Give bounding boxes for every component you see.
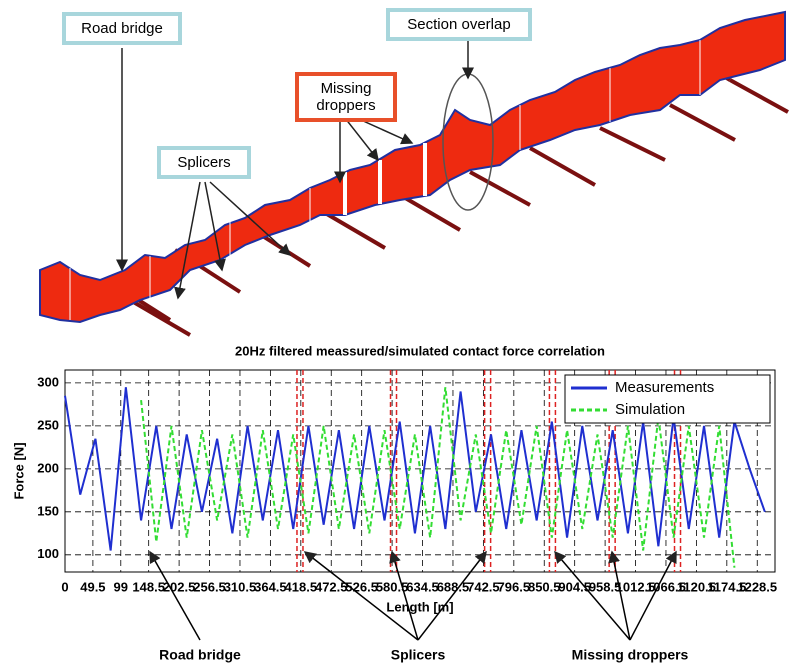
x-tick-label: 148.5 bbox=[132, 579, 165, 594]
x-tick-label: 958.5 bbox=[589, 579, 622, 594]
x-tick-label: 472.5 bbox=[315, 579, 348, 594]
x-tick-label: 742.5 bbox=[467, 579, 500, 594]
x-tick-label: 0 bbox=[61, 579, 68, 594]
label-section-overlap: Section overlap bbox=[386, 8, 532, 41]
annotation-arrow bbox=[608, 550, 631, 641]
x-tick-label: 1174.5 bbox=[707, 579, 746, 594]
x-tick-label: 418.5 bbox=[285, 579, 318, 594]
legend-label: Measurements bbox=[615, 379, 714, 396]
x-tick-label: 904.5 bbox=[558, 579, 591, 594]
annotation: Splicers bbox=[391, 647, 446, 663]
annotation-arrow bbox=[629, 550, 677, 641]
annotation-arrow bbox=[389, 550, 419, 641]
x-tick-label: 796.5 bbox=[498, 579, 531, 594]
annotation-arrow bbox=[149, 550, 201, 641]
x-tick-label: 99 bbox=[114, 579, 128, 594]
annotation: Road bridge bbox=[159, 647, 241, 663]
annotation-arrow bbox=[303, 551, 419, 641]
x-tick-label: 580.5 bbox=[376, 579, 409, 594]
series-line bbox=[140, 387, 736, 568]
series-line bbox=[64, 387, 766, 551]
x-tick-label: 310.5 bbox=[224, 579, 257, 594]
x-tick-label: 688.5 bbox=[437, 579, 470, 594]
x-tick-label: 1228.5 bbox=[737, 579, 777, 594]
x-tick-label: 1120.5 bbox=[677, 579, 716, 594]
annotation-arrow bbox=[417, 550, 487, 641]
label-missing-droppers: Missing droppers bbox=[295, 72, 397, 122]
y-tick-label: 250 bbox=[37, 417, 59, 432]
x-tick-label: 1012.5 bbox=[616, 579, 656, 594]
catenary-illustration bbox=[39, 10, 789, 337]
y-tick-label: 150 bbox=[37, 503, 59, 518]
x-tick-label: 202.5 bbox=[163, 579, 196, 594]
y-tick-label: 300 bbox=[37, 374, 59, 389]
legend-label: Simulation bbox=[615, 401, 685, 418]
legend-box bbox=[564, 374, 771, 424]
x-tick-label: 256.5 bbox=[193, 579, 226, 594]
label-road-bridge: Road bridge bbox=[62, 12, 182, 45]
y-tick-label: 200 bbox=[37, 460, 59, 475]
x-tick-label: 850.5 bbox=[528, 579, 561, 594]
y-tick-label: 100 bbox=[37, 546, 59, 561]
x-tick-label: 634.5 bbox=[406, 579, 439, 594]
x-axis-label: Length [m] bbox=[386, 599, 453, 614]
annotation-arrow bbox=[554, 550, 631, 641]
y-axis-label: Force [N] bbox=[11, 442, 26, 499]
label-splicers: Splicers bbox=[157, 146, 251, 179]
chart-title: 20Hz filtered meassured/simulated contac… bbox=[235, 343, 605, 358]
x-tick-label: 49.5 bbox=[80, 579, 105, 594]
annotation: Missing droppers bbox=[572, 647, 689, 663]
x-tick-label: 364.5 bbox=[254, 579, 287, 594]
